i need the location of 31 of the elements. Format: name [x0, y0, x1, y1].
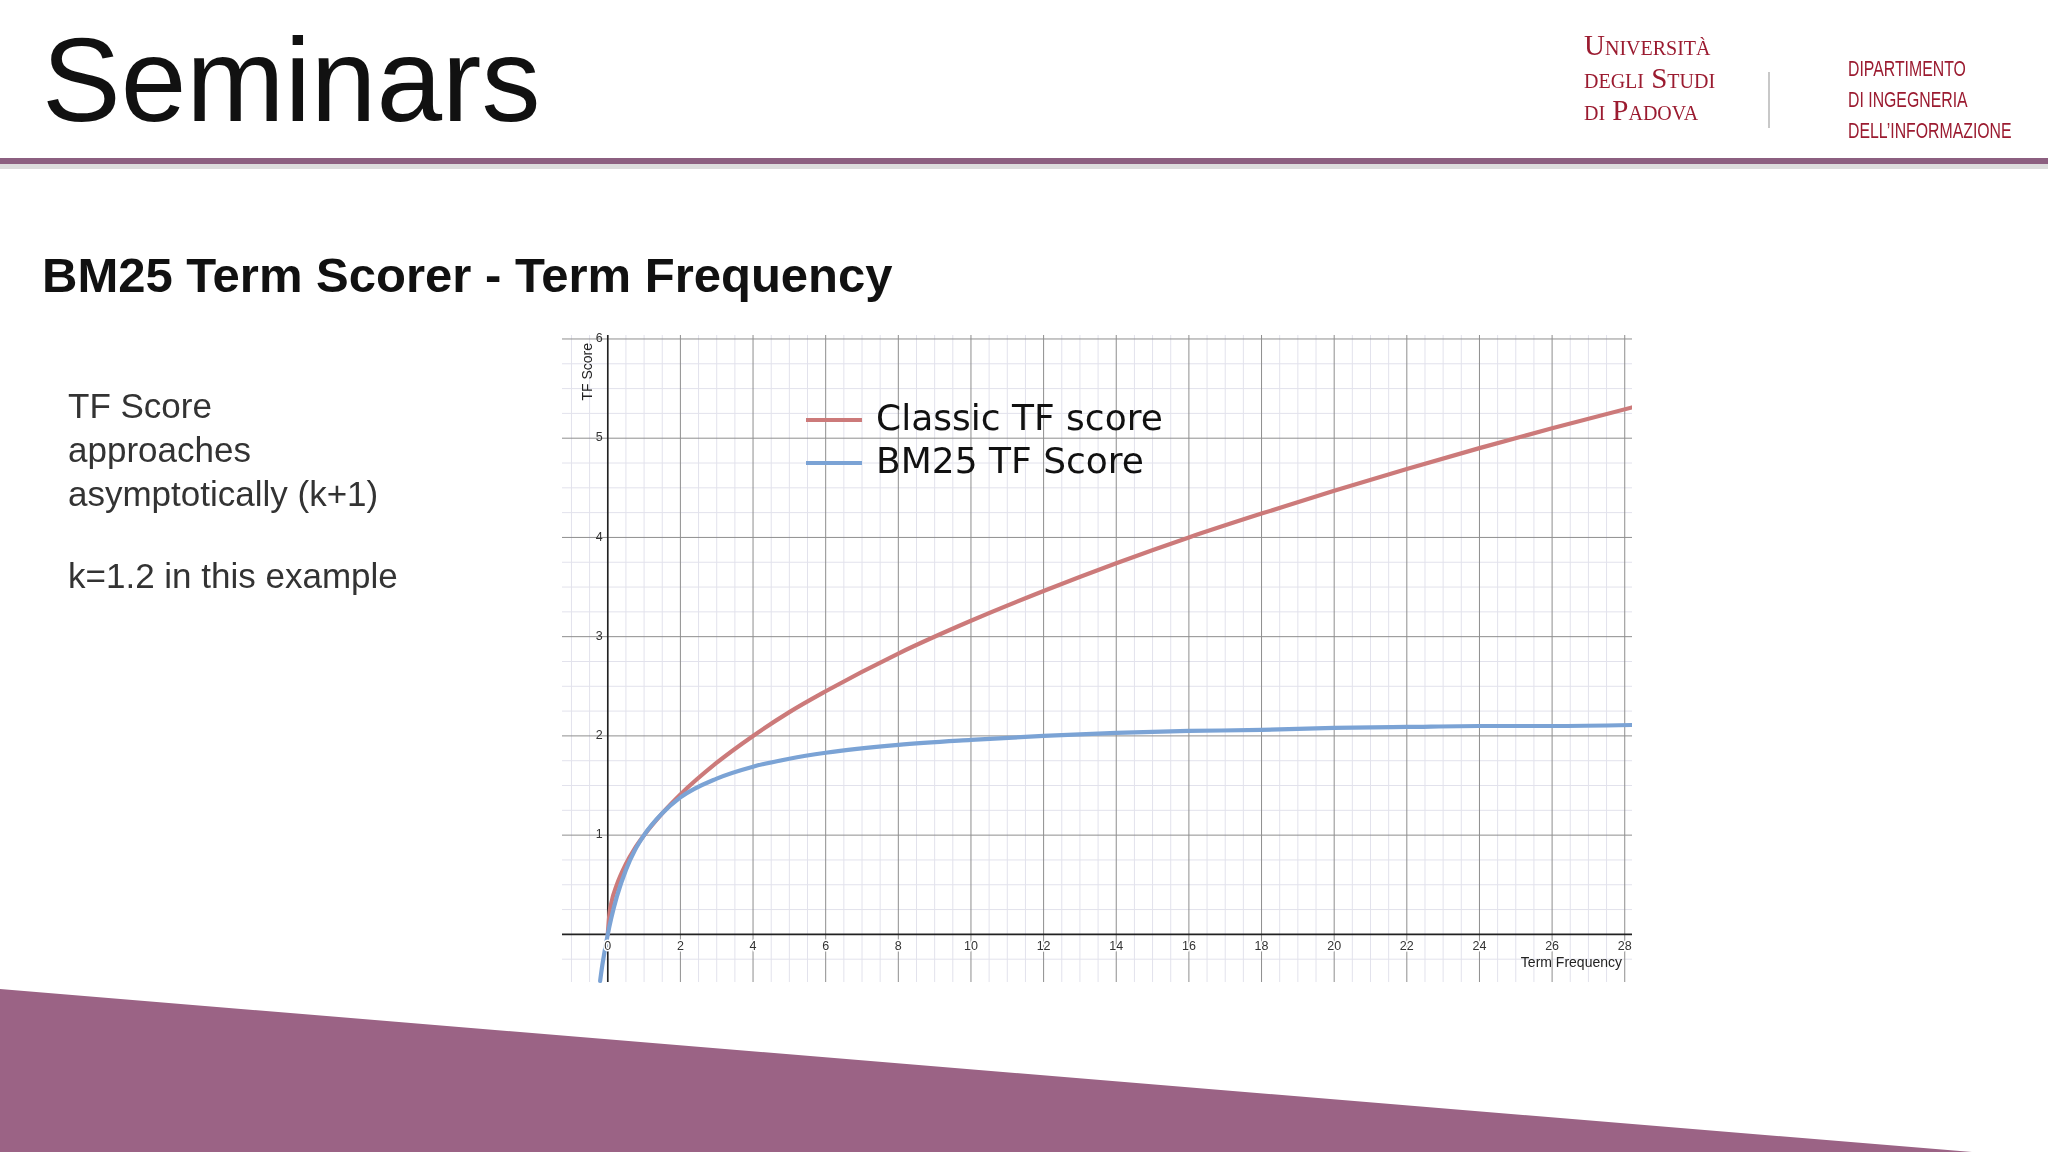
text: DIPARTIMENTO DI INGEGNERIA DELL’INFORMAZIONE [1848, 56, 2012, 143]
y-tick-label: 4 [595, 529, 603, 544]
x-tick-label: 22 [1399, 939, 1414, 954]
legend-label: Classic TF score [876, 397, 1163, 438]
x-tick-label: 8 [894, 939, 902, 954]
x-tick-label: 10 [964, 939, 978, 954]
x-tick-label: 28 [1617, 939, 1632, 954]
x-tick-label: 12 [1036, 939, 1051, 954]
text: TF Score approaches asymptotically (k+1) [68, 386, 379, 513]
chart-title: BM25 Term Scorer - Term Frequency [42, 248, 893, 302]
y-tick-label: 1 [595, 827, 603, 842]
x-tick-label: 26 [1545, 939, 1560, 954]
y-tick-label: 6 [595, 331, 603, 346]
x-tick-label: 2 [676, 939, 684, 954]
y-axis-title: TF Score [578, 342, 595, 401]
text: Seminars [42, 14, 541, 146]
x-tick-label: 14 [1109, 939, 1124, 954]
text: Università degli Studi di Padova [1584, 29, 1716, 126]
legend-label: BM25 TF Score [876, 440, 1144, 481]
line-series [598, 722, 1632, 984]
x-tick-label: 16 [1181, 939, 1196, 954]
y-tick-label: 3 [595, 628, 603, 643]
x-axis-title: Term Frequency [1520, 954, 1622, 971]
x-tick-label: 20 [1327, 939, 1342, 954]
x-tick-label: 6 [822, 939, 830, 954]
x-tick-label: 4 [749, 939, 757, 954]
text: k=1.2 in this example [68, 556, 398, 595]
y-tick-label: 5 [595, 430, 603, 445]
x-tick-label: 18 [1254, 939, 1269, 954]
x-tick-label: 24 [1472, 939, 1487, 954]
y-tick-label: 2 [595, 728, 603, 743]
